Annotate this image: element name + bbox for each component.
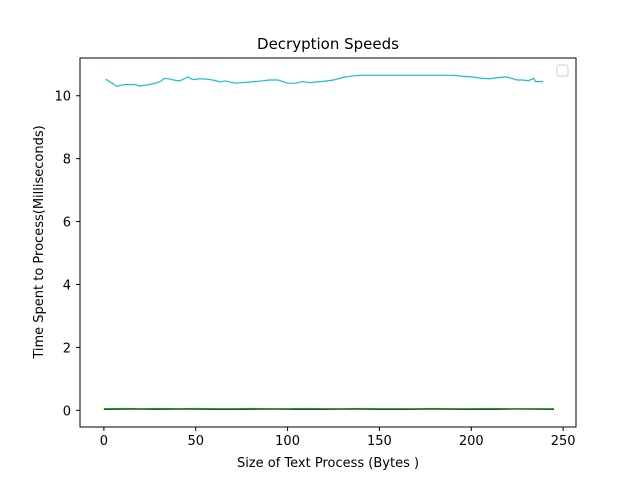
y-tick-label: 8 <box>63 153 71 168</box>
y-tick-label: 6 <box>63 216 71 231</box>
x-tick-label: 200 <box>459 434 484 449</box>
y-tick-label: 4 <box>63 278 71 293</box>
series-layer <box>103 74 554 410</box>
x-ticks: 0 50 100 150 200 250 <box>100 427 576 449</box>
chart-title: Decryption Speeds <box>257 35 399 53</box>
series-line-1 <box>105 74 543 87</box>
y-axis-label: Time Spent to Process(Milliseconds) <box>32 125 47 359</box>
x-axis-label: Size of Text Process (Bytes ) <box>237 456 419 471</box>
x-tick-label: 250 <box>551 434 576 449</box>
y-tick-label: 0 <box>63 404 71 419</box>
legend-box <box>556 64 569 77</box>
plot-area: 0 50 100 150 200 250 0 2 4 6 8 10 <box>54 57 577 449</box>
y-tick-label: 2 <box>63 341 71 356</box>
axes-frame <box>79 57 577 428</box>
x-tick-label: 100 <box>275 434 300 449</box>
x-tick-label: 50 <box>187 434 204 449</box>
x-tick-label: 150 <box>367 434 392 449</box>
y-ticks: 0 2 4 6 8 10 <box>54 90 80 419</box>
y-tick-label: 10 <box>54 90 71 105</box>
x-tick-label: 0 <box>100 434 108 449</box>
